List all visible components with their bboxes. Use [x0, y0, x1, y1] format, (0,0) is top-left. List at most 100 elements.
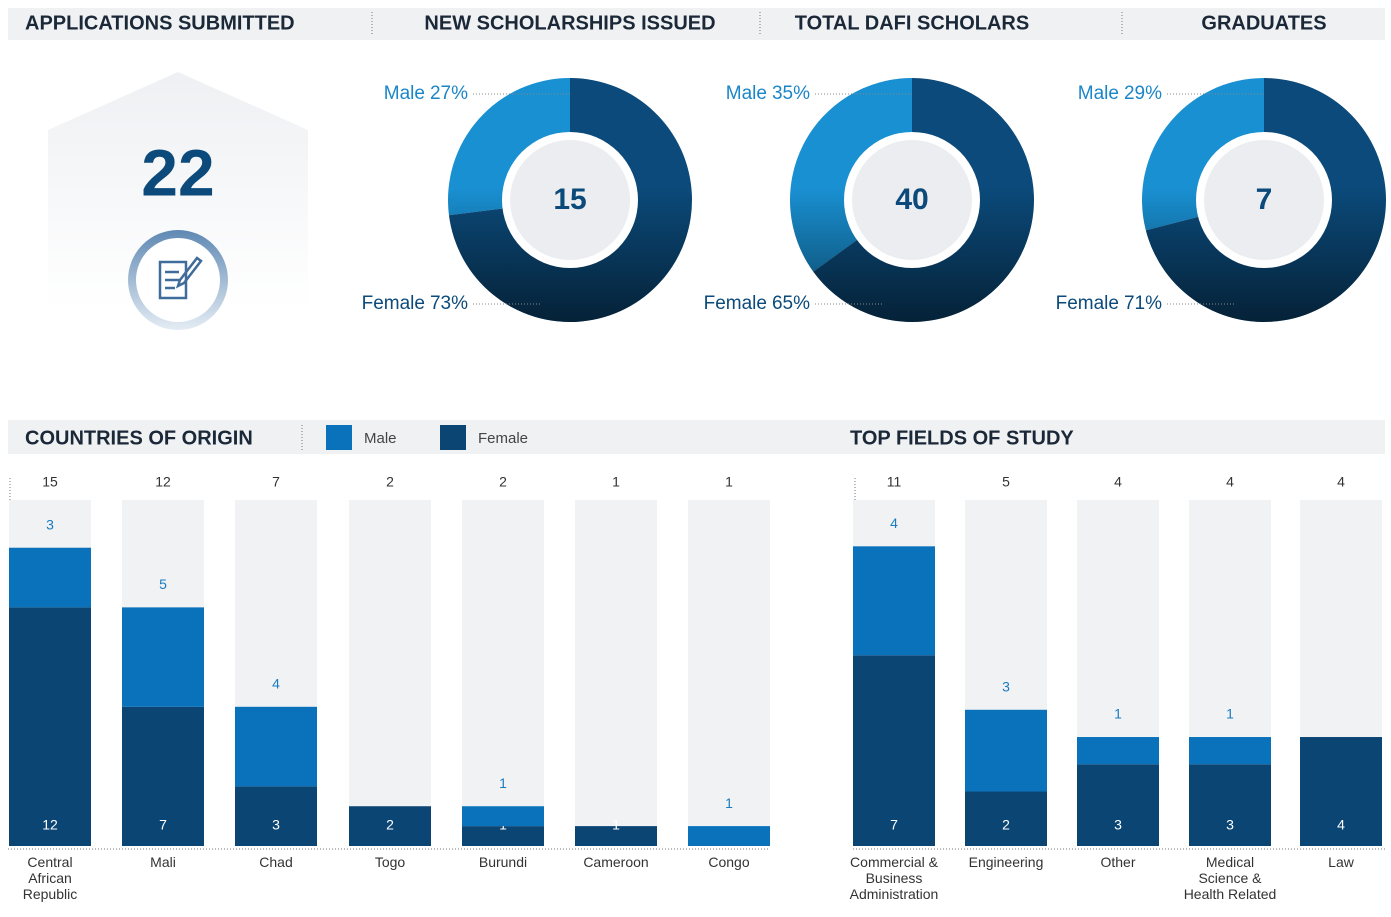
total-label: 4: [1114, 474, 1122, 490]
category-name: Male: [726, 83, 767, 104]
category-name: Male: [1078, 83, 1119, 104]
value-label: 2: [386, 817, 394, 833]
value-label: 7: [890, 817, 898, 833]
category-label: Burundi: [478, 854, 528, 870]
bar-segment: [965, 791, 1047, 846]
bar-segment: [122, 706, 204, 846]
total-label: 2: [499, 474, 507, 490]
bar-background: [349, 500, 431, 846]
value-label: 1: [725, 795, 733, 811]
section-title: TOP FIELDS OF STUDY: [850, 427, 1074, 449]
separators: [301, 12, 1123, 450]
header-band: [8, 8, 1385, 40]
bar-segment: [1300, 737, 1382, 846]
bar-segment: [853, 655, 935, 846]
value-label: 73%: [430, 293, 468, 314]
bar-segment: [853, 546, 935, 656]
donut-label: Female 73%: [362, 293, 468, 314]
total-label: 1: [725, 474, 733, 490]
value-label: 4: [1337, 817, 1345, 833]
value-label: 35%: [772, 83, 810, 104]
value-label: 3: [1114, 817, 1122, 833]
total-label: 4: [1226, 474, 1234, 490]
value-label: 3: [272, 817, 280, 833]
value-label: 65%: [772, 293, 810, 314]
bar-background: [462, 500, 544, 846]
form-icon: [158, 256, 203, 300]
section-title: COUNTRIES OF ORIGIN: [25, 427, 253, 449]
donut-label: Female 71%: [1056, 293, 1162, 314]
section-title: NEW SCHOLARSHIPS ISSUED: [424, 12, 715, 34]
value-label: 3: [46, 516, 54, 532]
donut-center: [510, 140, 630, 260]
donut-label: Female 65%: [704, 293, 810, 314]
category-label: Togo: [374, 854, 406, 870]
category-name: Female: [704, 293, 767, 314]
bar-segment: [9, 547, 91, 608]
donut-total: 15: [553, 183, 586, 216]
category-label: Commercial & Business Administration: [849, 854, 939, 902]
bar-background: [688, 500, 770, 846]
total-label: 7: [272, 474, 280, 490]
total-label: 1: [612, 474, 620, 490]
value-label: 27%: [430, 83, 468, 104]
legend-swatch: [440, 425, 466, 450]
value-label: 4: [890, 515, 898, 531]
header-band: [8, 420, 1385, 454]
donut-center: [852, 140, 972, 260]
total-label: 2: [386, 474, 394, 490]
bar-segment: [122, 607, 204, 707]
category-label: Other: [1100, 854, 1136, 870]
legend-swatch: [326, 425, 352, 450]
bar-segment: [1077, 764, 1159, 846]
category-label: Law: [1328, 854, 1354, 870]
category-label: Mali: [150, 854, 176, 870]
legend-label: Male: [364, 430, 397, 447]
bar-segment: [965, 709, 1047, 792]
bar-segment: [688, 826, 770, 846]
donut-center: [1204, 140, 1324, 260]
bar-segment: [1189, 764, 1271, 846]
value-label: 1: [612, 817, 620, 833]
legend-label: Female: [478, 430, 528, 447]
category-label: Medical Science & Health Related: [1183, 854, 1277, 902]
total-label: 4: [1337, 474, 1345, 490]
bar-segment: [235, 786, 317, 846]
bar-background: [575, 500, 657, 846]
value-label: 3: [1002, 678, 1010, 694]
donut-label: Male 27%: [384, 83, 468, 104]
total-label: 11: [887, 474, 902, 490]
value-label: 7: [159, 817, 167, 833]
total-label: 12: [155, 474, 171, 490]
bar-segment: [9, 607, 91, 846]
value-label: 71%: [1124, 293, 1162, 314]
value-label: 5: [159, 576, 167, 592]
category-label: Cameroon: [583, 854, 649, 870]
stat-value: 22: [141, 135, 214, 209]
total-label: 5: [1002, 474, 1010, 490]
house-shape: [48, 72, 308, 310]
category-name: Female: [1056, 293, 1119, 314]
total-label: 15: [42, 474, 58, 490]
category-label: Congo: [708, 854, 750, 870]
bar-segment: [1077, 737, 1159, 765]
value-label: 3: [1226, 817, 1234, 833]
donut-total: 7: [1256, 183, 1273, 216]
bar-segment: [349, 806, 431, 846]
section-title: APPLICATIONS SUBMITTED: [25, 12, 295, 34]
value-label: 1: [499, 775, 507, 791]
section-title: TOTAL DAFI SCHOLARS: [795, 12, 1029, 34]
category-label: Chad: [259, 854, 293, 870]
donut-label: Male 29%: [1078, 83, 1162, 104]
value-label: 1: [1226, 706, 1234, 722]
value-label: 1: [1114, 706, 1122, 722]
bar-segment: [462, 806, 544, 827]
value-label: 12: [42, 817, 58, 833]
donut-total: 40: [895, 183, 928, 216]
section-title: GRADUATES: [1201, 12, 1326, 34]
category-label: Engineering: [968, 854, 1044, 870]
bar-segment: [575, 826, 657, 846]
value-label: 2: [1002, 817, 1010, 833]
